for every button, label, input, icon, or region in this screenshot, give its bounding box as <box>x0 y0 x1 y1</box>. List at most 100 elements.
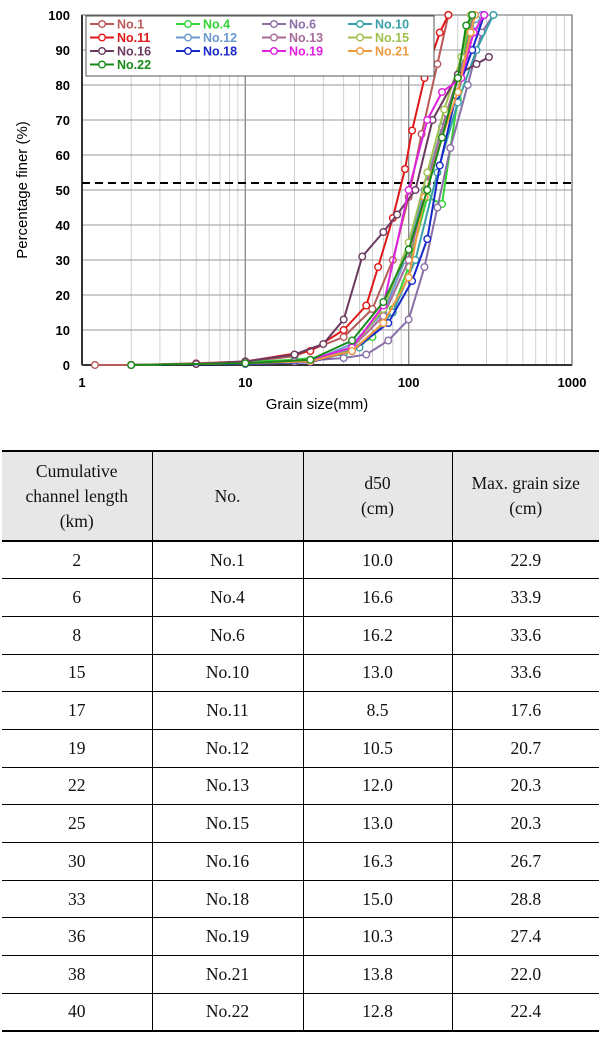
cell-max-grain-size: 22.9 <box>451 541 599 580</box>
cell-channel-length: 30 <box>2 842 152 881</box>
cell-no: No.19 <box>151 917 303 957</box>
cell-channel-length: 6 <box>2 578 152 617</box>
header-max-grain-size: Max. grain size (cm) <box>451 450 599 542</box>
cell-no: No.4 <box>151 578 303 617</box>
cell-max-grain-size: 33.9 <box>451 578 599 617</box>
data-point <box>241 359 250 368</box>
header-max-grain-size-line: (cm) <box>509 498 543 518</box>
data-point <box>290 350 299 359</box>
header-no: No. <box>151 450 303 542</box>
data-point <box>379 227 388 236</box>
cell-d50: 13.8 <box>302 955 452 994</box>
data-point <box>339 315 348 324</box>
data-point <box>374 263 383 272</box>
cell-max-grain-size: 27.4 <box>451 917 599 957</box>
cell-max-grain-size: 20.3 <box>451 804 599 843</box>
cell-max-grain-size: 20.3 <box>451 767 599 806</box>
y-tick-label: 70 <box>56 113 70 128</box>
data-point <box>401 164 410 173</box>
header-d50-line: (cm) <box>360 498 395 518</box>
legend-swatch-marker <box>97 60 106 69</box>
data-point <box>423 185 432 194</box>
legend-swatch-marker <box>97 47 106 56</box>
legend-swatch-marker <box>356 20 365 29</box>
y-tick-label: 90 <box>56 43 70 58</box>
cell-d50: 13.0 <box>302 654 452 693</box>
data-point <box>472 60 481 69</box>
legend-swatch-marker <box>97 20 106 29</box>
table-row: 8 No.6 16.2 33.6 <box>2 616 599 655</box>
y-tick-label: 10 <box>56 323 70 338</box>
legend-box <box>85 15 435 77</box>
y-tick-label: 30 <box>56 253 70 268</box>
legend-swatch-marker <box>356 47 365 56</box>
chart-canvas: 1 10 100 1000 0 10 20 30 40 50 60 70 80 90 100 Grain si… <box>14 8 586 413</box>
y-tick-label: 20 <box>56 288 70 303</box>
grain-size-chart: 1 10 100 1000 0 10 20 30 40 50 60 70 80 90 100 Grain si… <box>0 0 600 425</box>
legend-swatch-marker <box>97 33 106 42</box>
data-point <box>404 185 413 194</box>
data-point <box>379 298 388 307</box>
data-point <box>438 87 447 96</box>
cell-max-grain-size: 33.6 <box>451 654 599 693</box>
cell-channel-length: 19 <box>2 729 152 768</box>
cell-channel-length: 2 <box>2 541 152 580</box>
table-row: 36 No.19 10.3 27.4 <box>2 917 599 957</box>
data-point <box>339 326 348 335</box>
x-axis-title: Grain size(mm) <box>266 396 369 413</box>
legend-swatch-marker <box>183 47 192 56</box>
header-d50-line: d50 <box>364 473 391 493</box>
header-channel-length-line: (km) <box>59 510 94 531</box>
data-point <box>433 60 442 69</box>
data-point <box>435 28 444 37</box>
data-point <box>435 161 444 170</box>
legend-swatch-marker <box>183 20 192 29</box>
table-row: 25 No.15 13.0 20.3 <box>2 804 599 843</box>
plot-border <box>81 14 573 366</box>
y-tick-label: 0 <box>63 358 70 373</box>
table-header-row: Cumulative channel length (km) No. d50 (… <box>2 450 599 542</box>
legend-swatch-marker <box>270 33 279 42</box>
y-tick-label: 80 <box>56 78 70 93</box>
data-point <box>480 10 489 19</box>
cell-max-grain-size: 26.7 <box>451 842 599 881</box>
data-point <box>362 350 371 359</box>
legend-entry: No.18 <box>203 45 237 59</box>
data-point <box>408 126 417 135</box>
legend-entry: No.1 <box>117 18 144 32</box>
cell-d50: 10.0 <box>302 541 452 580</box>
legend-entry: No.13 <box>289 31 323 45</box>
cell-max-grain-size: 20.7 <box>451 729 599 768</box>
cell-max-grain-size: 17.6 <box>451 691 599 730</box>
legend-swatch-marker <box>356 33 365 42</box>
legend-entry: No.10 <box>375 18 409 32</box>
legend-entry: No.6 <box>289 18 316 32</box>
data-point <box>90 361 99 370</box>
cell-d50: 16.6 <box>302 578 452 617</box>
data-point <box>306 355 315 364</box>
table-row: 33 No.18 15.0 28.8 <box>2 880 599 919</box>
data-point <box>466 28 475 37</box>
x-tick-label: 10 <box>238 375 252 390</box>
cell-no: No.15 <box>151 804 303 843</box>
table-row: 15 No.10 13.0 33.6 <box>2 654 599 693</box>
cell-no: No.6 <box>151 616 303 655</box>
data-point <box>348 336 357 345</box>
data-point <box>404 273 413 282</box>
data-point <box>420 263 429 272</box>
cell-no: No.10 <box>151 654 303 693</box>
table-row: 40 No.22 12.8 22.4 <box>2 993 599 1032</box>
cell-channel-length: 38 <box>2 955 152 994</box>
cell-d50: 12.0 <box>302 767 452 806</box>
y-axis-title: Percentage finer (%) <box>14 121 31 259</box>
data-point <box>423 115 432 124</box>
legend-entry: No.12 <box>203 31 237 45</box>
header-d50: d50 (cm) <box>302 450 452 542</box>
table-row: 6 No.4 16.6 33.9 <box>2 578 599 617</box>
cell-no: No.13 <box>151 767 303 806</box>
legend-entry: No.16 <box>117 45 151 59</box>
cell-channel-length: 33 <box>2 880 152 919</box>
y-tick-label: 100 <box>48 8 70 23</box>
cell-d50: 12.8 <box>302 993 452 1032</box>
y-tick-label: 50 <box>56 183 70 198</box>
